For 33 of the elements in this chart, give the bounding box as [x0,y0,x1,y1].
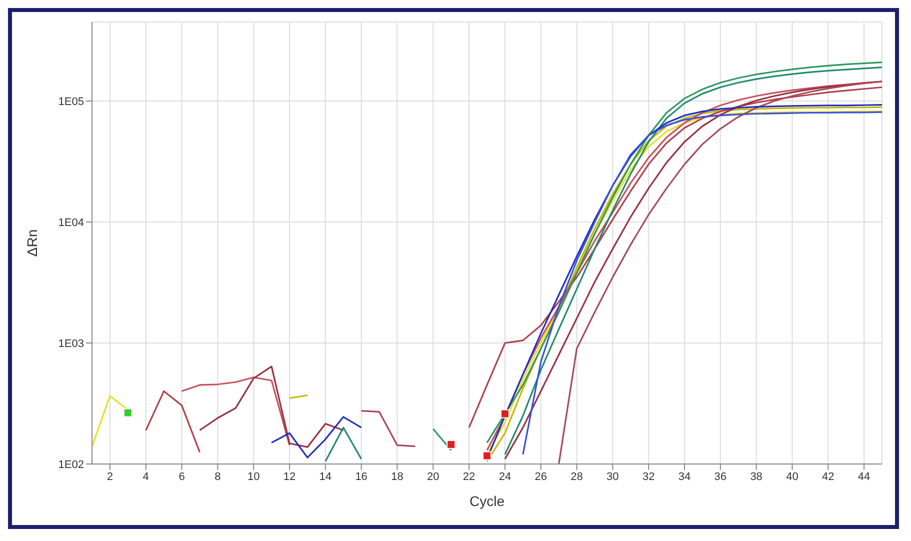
x-tick-label: 40 [786,470,798,483]
y-tick-label: 1E02 [58,458,84,471]
y-tick-label: 1E05 [58,96,84,108]
x-tick-label: 18 [391,470,404,483]
x-tick-label: 28 [570,470,583,483]
line-series [522,111,882,456]
point [482,451,492,460]
x-tick-label: 24 [498,470,512,483]
x-tick-label: 32 [642,470,655,483]
x-tick-label: 26 [534,470,547,483]
x-tick-label: 30 [606,470,619,483]
x-tick-label: 10 [247,470,260,483]
x-tick-label: 38 [750,470,762,483]
x-tick-label: 42 [822,470,834,483]
x-axis-title: Cycle [469,493,505,509]
x-tick-label: 12 [283,470,296,483]
x-tick-label: 22 [462,470,476,483]
y-tick-label: 1E04 [58,216,84,229]
point [123,408,132,418]
x-tick-label: 20 [427,470,440,483]
x-tick-label: 8 [214,470,221,483]
point [500,409,510,418]
y-axis-title: ΔRn [24,229,40,257]
x-tick-label: 16 [355,470,368,483]
y-tick-label: 1E03 [58,338,84,350]
x-tick-label: 6 [178,470,185,483]
x-tick-label: 2 [106,470,114,483]
x-tick-label: 34 [678,470,691,483]
x-tick-label: 44 [858,470,870,483]
x-tick-label: 36 [714,470,727,483]
point [446,440,456,449]
x-tick-label: 4 [142,470,149,483]
x-tick-label: 14 [319,470,332,483]
